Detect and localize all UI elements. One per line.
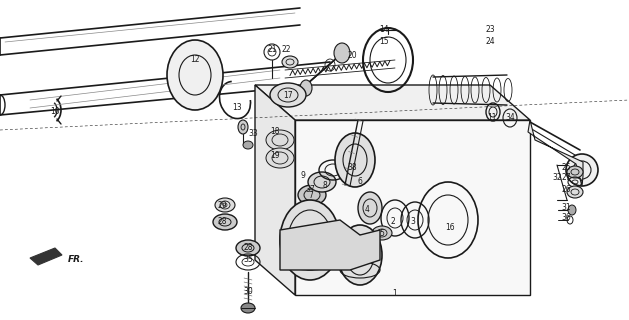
Text: 32: 32	[552, 173, 562, 182]
Ellipse shape	[568, 205, 576, 215]
Text: 27: 27	[561, 173, 571, 182]
Text: 1: 1	[392, 289, 398, 298]
Text: 5: 5	[379, 228, 384, 237]
Ellipse shape	[243, 141, 253, 149]
Text: 25: 25	[561, 163, 571, 172]
Text: FR.: FR.	[68, 255, 84, 265]
Ellipse shape	[280, 200, 340, 280]
Text: 16: 16	[445, 223, 455, 233]
Text: 38: 38	[347, 164, 357, 172]
Ellipse shape	[167, 40, 223, 110]
Text: 23: 23	[485, 26, 495, 35]
Text: 6: 6	[357, 178, 362, 187]
Polygon shape	[255, 85, 295, 295]
Circle shape	[566, 154, 598, 186]
Ellipse shape	[236, 240, 260, 256]
Ellipse shape	[215, 198, 235, 212]
Text: 20: 20	[347, 51, 357, 60]
Polygon shape	[295, 120, 530, 295]
Text: 10: 10	[50, 108, 60, 116]
Text: 34: 34	[505, 114, 515, 123]
Text: 9: 9	[301, 171, 306, 180]
Ellipse shape	[213, 214, 237, 230]
FancyBboxPatch shape	[260, 128, 300, 166]
Text: 14: 14	[379, 26, 389, 35]
Text: 33: 33	[248, 129, 258, 138]
Ellipse shape	[372, 226, 392, 240]
Polygon shape	[528, 120, 583, 186]
Text: 2: 2	[391, 218, 396, 227]
Text: 4: 4	[365, 205, 369, 214]
Text: 15: 15	[379, 37, 389, 46]
Ellipse shape	[335, 133, 375, 187]
Text: 28: 28	[217, 218, 226, 227]
Ellipse shape	[282, 250, 338, 270]
Polygon shape	[255, 85, 530, 120]
Text: 26: 26	[561, 186, 571, 195]
Ellipse shape	[308, 172, 336, 192]
Ellipse shape	[241, 303, 255, 313]
Ellipse shape	[567, 166, 583, 178]
Ellipse shape	[238, 120, 248, 134]
Ellipse shape	[300, 80, 312, 96]
Text: 19: 19	[270, 150, 280, 159]
Text: 36: 36	[561, 213, 571, 222]
Text: 3: 3	[411, 218, 415, 227]
Text: 30: 30	[243, 287, 253, 297]
Text: 8: 8	[323, 180, 327, 189]
Text: 24: 24	[485, 37, 495, 46]
Text: 7: 7	[309, 190, 313, 199]
Text: 28: 28	[243, 244, 253, 252]
Text: 35: 35	[243, 255, 253, 265]
Text: 29: 29	[217, 201, 227, 210]
Ellipse shape	[334, 43, 350, 63]
Text: 11: 11	[487, 114, 497, 123]
Ellipse shape	[266, 148, 294, 168]
Ellipse shape	[282, 56, 298, 68]
Ellipse shape	[270, 83, 306, 107]
Ellipse shape	[298, 185, 326, 205]
Polygon shape	[30, 248, 62, 265]
Text: 12: 12	[190, 55, 200, 65]
Polygon shape	[280, 220, 380, 270]
Ellipse shape	[338, 225, 382, 285]
Ellipse shape	[266, 130, 294, 150]
Ellipse shape	[358, 192, 382, 224]
Text: 22: 22	[281, 45, 291, 54]
Text: 37: 37	[305, 186, 315, 195]
Text: 21: 21	[267, 45, 277, 54]
Ellipse shape	[567, 186, 583, 198]
Text: 31: 31	[561, 204, 571, 212]
Text: 17: 17	[283, 91, 293, 100]
Text: 13: 13	[232, 102, 242, 111]
Text: 18: 18	[270, 127, 280, 137]
